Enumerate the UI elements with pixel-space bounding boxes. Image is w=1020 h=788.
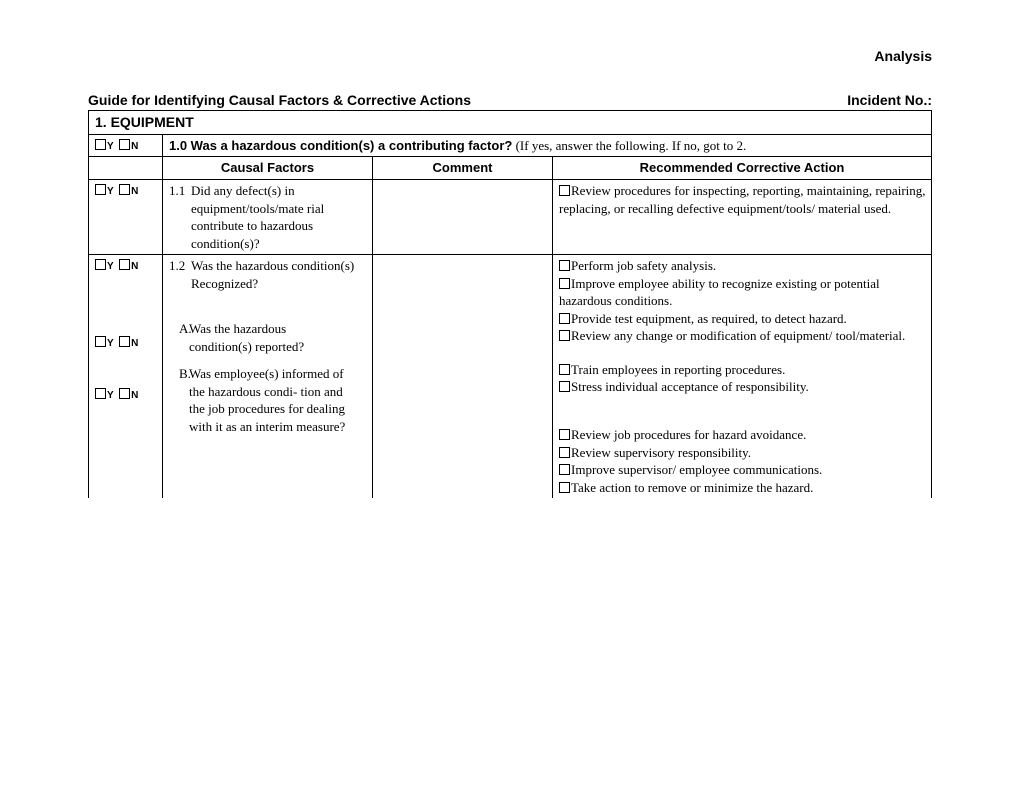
y-label: Y — [107, 390, 114, 401]
yn-cell: Y N — [89, 179, 163, 254]
rec-text: Take action to remove or minimize the ha… — [571, 480, 813, 495]
rec-text: Stress individual acceptance of responsi… — [571, 379, 809, 394]
factor-num: B. — [169, 365, 189, 383]
checkbox-n-icon[interactable] — [119, 388, 130, 399]
n-label: N — [131, 141, 138, 152]
y-label: Y — [107, 141, 114, 152]
checkbox-y-icon[interactable] — [95, 139, 106, 150]
question-bold: 1.0 Was a hazardous condition(s) a contr… — [169, 138, 512, 153]
rec-text: Review supervisory responsibility. — [571, 445, 751, 460]
checkbox-icon[interactable] — [559, 185, 570, 196]
factor-text: Did any defect(s) in equipment/tools/mat… — [191, 182, 362, 252]
checkbox-icon[interactable] — [559, 313, 570, 324]
n-label: N — [131, 186, 138, 197]
n-label: N — [131, 261, 138, 272]
col-yn — [89, 157, 163, 180]
factor-text: Was the hazardous condition(s) Recognize… — [191, 257, 362, 292]
checkbox-y-icon[interactable] — [95, 184, 106, 195]
col-rec: Recommended Corrective Action — [553, 157, 932, 180]
factor-cell: 1.1Did any defect(s) in equipment/tools/… — [163, 179, 373, 254]
title-row: Guide for Identifying Causal Factors & C… — [88, 92, 932, 108]
col-factors: Causal Factors — [163, 157, 373, 180]
checkbox-icon[interactable] — [559, 330, 570, 341]
checkbox-y-icon[interactable] — [95, 259, 106, 270]
checkbox-icon[interactable] — [559, 482, 570, 493]
checkbox-icon[interactable] — [559, 447, 570, 458]
checkbox-icon[interactable] — [559, 364, 570, 375]
rec-cell: Perform job safety analysis. Improve emp… — [553, 255, 932, 499]
factor-num: A. — [169, 320, 189, 338]
checkbox-n-icon[interactable] — [119, 139, 130, 150]
col-comment: Comment — [373, 157, 553, 180]
table-row: Y N 1.1Did any defect(s) in equipment/to… — [89, 179, 932, 254]
rec-text: Review procedures for inspecting, report… — [559, 183, 926, 216]
yn-cell: Y N Y N Y N — [89, 255, 163, 499]
factor-text: Was employee(s) informed of the hazardou… — [189, 365, 346, 435]
factor-num: 1.2 — [169, 257, 191, 275]
checkbox-icon[interactable] — [559, 429, 570, 440]
page-header-right: Analysis — [88, 48, 932, 64]
section-row: 1. EQUIPMENT — [89, 111, 932, 135]
n-label: N — [131, 338, 138, 349]
table-row: Y N Y N Y N 1.2Was the hazardous conditi… — [89, 255, 932, 499]
question-note: (If yes, answer the following. If no, go… — [512, 138, 746, 153]
incident-no: Incident No.: — [847, 92, 932, 108]
section-head: 1. EQUIPMENT — [89, 111, 932, 135]
rec-cell: Review procedures for inspecting, report… — [553, 179, 932, 254]
checkbox-icon[interactable] — [559, 260, 570, 271]
checkbox-y-icon[interactable] — [95, 336, 106, 347]
question-cell: 1.0 Was a hazardous condition(s) a contr… — [163, 134, 932, 157]
rec-text: Review job procedures for hazard avoidan… — [571, 427, 806, 442]
question-row: Y N 1.0 Was a hazardous condition(s) a c… — [89, 134, 932, 157]
checkbox-n-icon[interactable] — [119, 336, 130, 347]
checkbox-n-icon[interactable] — [119, 259, 130, 270]
rec-text: Train employees in reporting procedures. — [571, 362, 785, 377]
checkbox-icon[interactable] — [559, 278, 570, 289]
column-headers: Causal Factors Comment Recommended Corre… — [89, 157, 932, 180]
guide-title: Guide for Identifying Causal Factors & C… — [88, 92, 471, 108]
rec-text: Provide test equipment, as required, to … — [571, 311, 847, 326]
rec-text: Improve employee ability to recognize ex… — [559, 276, 880, 309]
causal-factors-table: 1. EQUIPMENT Y N 1.0 Was a hazardous con… — [88, 110, 932, 498]
yn-cell: Y N — [89, 134, 163, 157]
factor-text: Was the hazardous condition(s) reported? — [189, 320, 346, 355]
rec-text: Perform job safety analysis. — [571, 258, 716, 273]
rec-text: Review any change or modification of equ… — [571, 328, 905, 343]
factor-num: 1.1 — [169, 182, 191, 200]
y-label: Y — [107, 261, 114, 272]
rec-text: Improve supervisor/ employee communicati… — [571, 462, 822, 477]
y-label: Y — [107, 186, 114, 197]
checkbox-n-icon[interactable] — [119, 184, 130, 195]
comment-cell[interactable] — [373, 179, 553, 254]
checkbox-icon[interactable] — [559, 381, 570, 392]
factor-cell: 1.2Was the hazardous condition(s) Recogn… — [163, 255, 373, 499]
checkbox-y-icon[interactable] — [95, 388, 106, 399]
y-label: Y — [107, 338, 114, 349]
n-label: N — [131, 390, 138, 401]
comment-cell[interactable] — [373, 255, 553, 499]
checkbox-icon[interactable] — [559, 464, 570, 475]
